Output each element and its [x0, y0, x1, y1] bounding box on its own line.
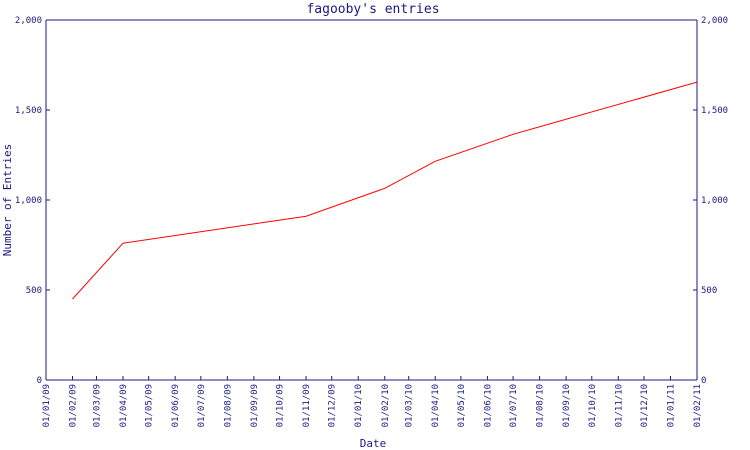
x-tick-label: 01/09/09	[250, 384, 260, 427]
x-tick-label: 01/10/10	[588, 384, 598, 427]
right-y-tick-label: 1,500	[701, 106, 728, 116]
right-y-tick-label: 500	[701, 286, 717, 296]
x-axis-label: Date	[360, 437, 387, 450]
right-y-tick-label: 1,000	[701, 196, 728, 206]
left-y-tick-label: 500	[26, 286, 42, 296]
x-tick-label: 01/08/09	[223, 384, 233, 427]
chart-title: fagooby's entries	[306, 2, 439, 17]
right-y-tick-label: 2,000	[701, 16, 728, 26]
x-tick-label: 01/11/09	[302, 384, 312, 427]
left-y-tick-label: 0	[37, 376, 42, 386]
x-tick-label: 01/10/09	[276, 384, 286, 427]
x-tick-label: 01/08/10	[536, 384, 546, 427]
x-tick-label: 01/11/10	[614, 384, 624, 427]
x-tick-label: 01/12/09	[328, 384, 338, 427]
x-tick-label: 01/04/10	[431, 384, 441, 427]
x-tick-label: 01/09/10	[562, 384, 572, 427]
x-tick-label: 01/12/10	[640, 384, 650, 427]
x-tick-label: 01/03/09	[92, 384, 102, 427]
x-tick-label: 01/01/11	[666, 384, 676, 427]
x-tick-label: 01/06/09	[171, 384, 181, 427]
left-y-tick-label: 1,500	[15, 106, 42, 116]
x-tick-label: 01/05/10	[457, 384, 467, 427]
x-tick-label: 01/02/09	[69, 384, 79, 427]
left-y-tick-label: 2,000	[15, 16, 42, 26]
left-y-tick-label: 1,000	[15, 196, 42, 206]
x-tick-label: 01/03/10	[405, 384, 415, 427]
right-y-tick-label: 0	[701, 376, 706, 386]
x-tick-label: 01/01/09	[42, 384, 52, 427]
series-line	[72, 81, 698, 300]
x-tick-label: 01/02/10	[381, 384, 391, 427]
x-axis-ticks: 01/01/09 01/02/09 01/03/09 01/04/09 01/05/09…	[42, 376, 703, 427]
x-tick-label: 01/07/09	[197, 384, 207, 427]
x-tick-label: 01/06/10	[483, 384, 493, 427]
x-tick-label: 01/05/09	[145, 384, 155, 427]
y-axis-label: Number of Entries	[1, 144, 14, 257]
x-tick-label: 01/04/09	[119, 384, 129, 427]
x-tick-label: 01/01/10	[354, 384, 364, 427]
x-tick-label: 01/02/11	[693, 384, 703, 427]
x-tick-label: 01/07/10	[509, 384, 519, 427]
y-axis-ticks: 0 0 500 500 1,000 1,000 1,500 1,500 2,000 2,000	[15, 16, 728, 386]
